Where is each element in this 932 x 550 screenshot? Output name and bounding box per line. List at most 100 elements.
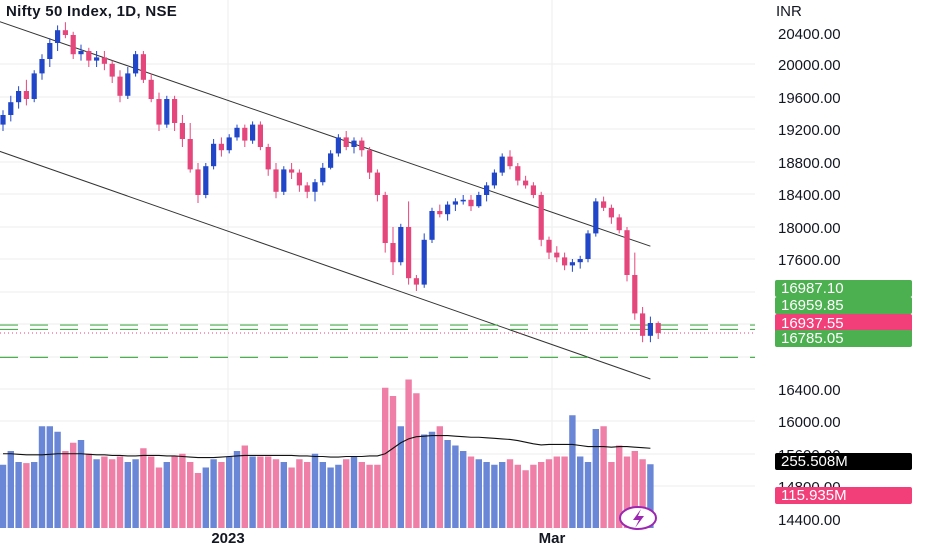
candlesticks bbox=[0, 22, 661, 343]
candle-body bbox=[328, 153, 334, 168]
volume-bar bbox=[631, 451, 638, 528]
volume-bar bbox=[296, 459, 303, 528]
volume-bar bbox=[522, 470, 529, 528]
volume-bar bbox=[46, 426, 53, 528]
candle-body bbox=[148, 79, 154, 99]
candle-body bbox=[8, 102, 14, 115]
candle-body bbox=[86, 51, 92, 61]
volume-bar bbox=[226, 456, 233, 528]
volume-bar bbox=[272, 459, 280, 528]
candle-body bbox=[296, 172, 302, 186]
y-tick-label: 20400.00 bbox=[778, 26, 841, 43]
channel-lower-line bbox=[0, 150, 651, 380]
volume-bar bbox=[623, 456, 631, 528]
volume-bar bbox=[54, 431, 61, 528]
volume-bar bbox=[194, 473, 202, 528]
candle-body bbox=[367, 150, 373, 173]
price-level-lines bbox=[0, 324, 755, 358]
volume-bar bbox=[616, 445, 623, 528]
candle-body bbox=[250, 124, 256, 141]
volume-moving-average bbox=[3, 435, 651, 459]
volume-bar bbox=[483, 462, 490, 528]
volume-bar bbox=[124, 462, 131, 528]
volume-bar bbox=[467, 456, 475, 528]
volume-bar bbox=[436, 426, 443, 528]
y-tick-label: 18000.00 bbox=[778, 220, 841, 237]
volume-bar bbox=[335, 464, 342, 528]
volume-ma-badge-bg bbox=[775, 453, 912, 470]
candle-body bbox=[460, 199, 466, 202]
volume-bar bbox=[577, 456, 584, 528]
lightning-icon[interactable] bbox=[619, 506, 657, 530]
volume-bar bbox=[366, 464, 373, 528]
y-tick-label: 16400.00 bbox=[778, 382, 841, 399]
level-badge-bg bbox=[775, 280, 912, 297]
volume-bar bbox=[647, 464, 654, 528]
candle-body bbox=[242, 127, 248, 141]
candle-body bbox=[226, 137, 232, 151]
candle-body bbox=[468, 199, 474, 207]
volume-bar bbox=[163, 462, 170, 528]
candle-body bbox=[476, 195, 482, 207]
candle-body bbox=[359, 140, 365, 151]
candle-body bbox=[624, 230, 630, 275]
candle-body bbox=[601, 201, 607, 208]
volume-bar bbox=[101, 456, 108, 528]
volume-bar bbox=[202, 467, 209, 528]
volume-bar bbox=[350, 456, 358, 528]
time-axis: 2023 Mar bbox=[211, 530, 565, 547]
grid-lines bbox=[0, 0, 755, 530]
volume-bar bbox=[288, 467, 295, 528]
volume-bar bbox=[311, 453, 319, 528]
candle-body bbox=[0, 115, 6, 125]
y-tick-label: 18400.00 bbox=[778, 187, 841, 204]
candle-body bbox=[351, 140, 357, 147]
volume-ma-badge-text: 255.508M bbox=[781, 453, 848, 470]
volume-bar bbox=[155, 467, 163, 528]
volume-bar bbox=[319, 462, 326, 528]
volume-bar bbox=[639, 459, 646, 528]
candle-body bbox=[39, 59, 45, 74]
candle-body bbox=[569, 262, 575, 266]
volume-bar bbox=[382, 387, 389, 528]
candle-body bbox=[335, 137, 341, 154]
volume-bar bbox=[77, 440, 85, 528]
candle-body bbox=[234, 127, 240, 138]
candle-body bbox=[538, 195, 544, 240]
candle-body bbox=[156, 99, 162, 125]
candle-body bbox=[452, 201, 458, 205]
y-tick-label: 16000.00 bbox=[778, 414, 841, 431]
volume-bar bbox=[132, 459, 139, 528]
volume-bar bbox=[608, 462, 615, 528]
candle-body bbox=[172, 99, 178, 123]
candle-body bbox=[109, 63, 115, 77]
candle-body bbox=[640, 313, 646, 336]
candle-body bbox=[562, 257, 568, 266]
y-tick-label: 18800.00 bbox=[778, 155, 841, 172]
volume-bar bbox=[140, 448, 147, 528]
candle-body bbox=[655, 323, 661, 333]
volume-bar bbox=[187, 462, 194, 528]
candle-body bbox=[421, 239, 427, 285]
candle-body bbox=[289, 169, 295, 173]
candle-body bbox=[125, 73, 131, 96]
candle-body bbox=[530, 185, 536, 195]
volume-bar bbox=[70, 442, 77, 528]
volume-bar bbox=[257, 456, 264, 528]
candle-body bbox=[62, 30, 68, 35]
volume-bar bbox=[499, 462, 506, 528]
volume-bar bbox=[218, 462, 225, 528]
candle-body bbox=[273, 169, 279, 192]
candle-body bbox=[413, 278, 419, 285]
volume-bar bbox=[460, 451, 467, 528]
candle-body bbox=[31, 73, 37, 99]
candle-body bbox=[304, 185, 310, 192]
candle-body bbox=[608, 207, 614, 218]
volume-bar bbox=[569, 415, 576, 528]
candle-body bbox=[343, 137, 349, 147]
volume-bar bbox=[538, 462, 545, 528]
volume-bar bbox=[241, 445, 248, 528]
volume-bar bbox=[413, 393, 420, 528]
volume-bar bbox=[444, 440, 451, 528]
